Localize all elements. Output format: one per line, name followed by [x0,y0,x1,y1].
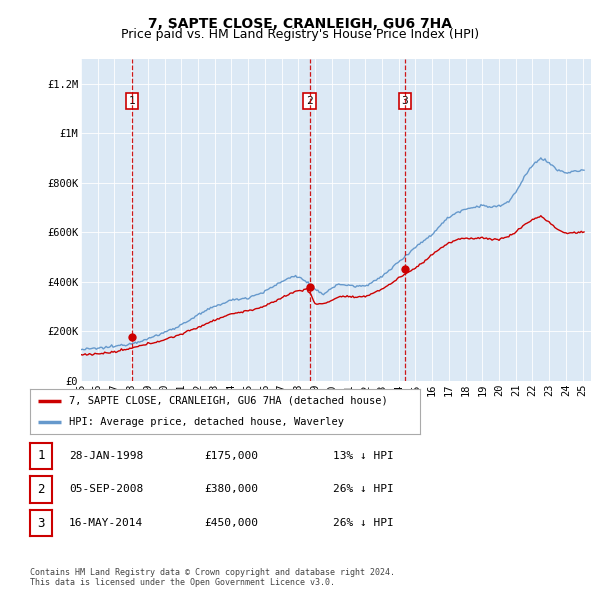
Text: 26% ↓ HPI: 26% ↓ HPI [333,518,394,528]
Text: 3: 3 [37,516,44,530]
Text: 7, SAPTE CLOSE, CRANLEIGH, GU6 7HA (detached house): 7, SAPTE CLOSE, CRANLEIGH, GU6 7HA (deta… [69,396,388,406]
Text: 2: 2 [37,483,44,496]
Text: 3: 3 [401,96,408,106]
Text: 2: 2 [306,96,313,106]
Text: 05-SEP-2008: 05-SEP-2008 [69,484,143,494]
Text: 28-JAN-1998: 28-JAN-1998 [69,451,143,461]
Text: £175,000: £175,000 [204,451,258,461]
Text: HPI: Average price, detached house, Waverley: HPI: Average price, detached house, Wave… [69,417,344,427]
Text: 13% ↓ HPI: 13% ↓ HPI [333,451,394,461]
Text: Contains HM Land Registry data © Crown copyright and database right 2024.
This d: Contains HM Land Registry data © Crown c… [30,568,395,587]
Text: £450,000: £450,000 [204,518,258,528]
Text: 16-MAY-2014: 16-MAY-2014 [69,518,143,528]
Text: 1: 1 [37,449,44,463]
Text: 7, SAPTE CLOSE, CRANLEIGH, GU6 7HA: 7, SAPTE CLOSE, CRANLEIGH, GU6 7HA [148,17,452,31]
Text: £380,000: £380,000 [204,484,258,494]
Text: 1: 1 [129,96,136,106]
Text: Price paid vs. HM Land Registry's House Price Index (HPI): Price paid vs. HM Land Registry's House … [121,28,479,41]
Text: 26% ↓ HPI: 26% ↓ HPI [333,484,394,494]
